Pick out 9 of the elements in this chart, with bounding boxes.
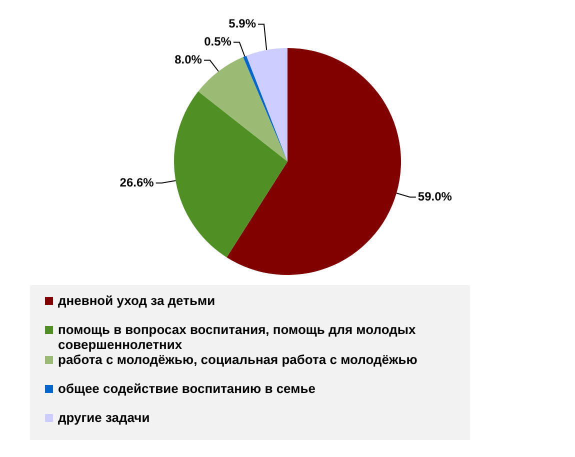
data-label: 8.0% <box>174 52 202 67</box>
legend-label: другие задачи <box>58 410 150 425</box>
legend-label: дневной уход за детьми <box>58 293 216 308</box>
legend-label: общее содействие воспитанию в семье <box>58 381 316 396</box>
legend-label: работа с молодёжью, социальная работа с молодёжью <box>58 352 418 367</box>
data-label: 5.9% <box>228 16 256 31</box>
data-label: 26.6% <box>120 175 154 190</box>
data-label: 59.0% <box>418 189 452 204</box>
data-label: 0.5% <box>204 34 232 49</box>
